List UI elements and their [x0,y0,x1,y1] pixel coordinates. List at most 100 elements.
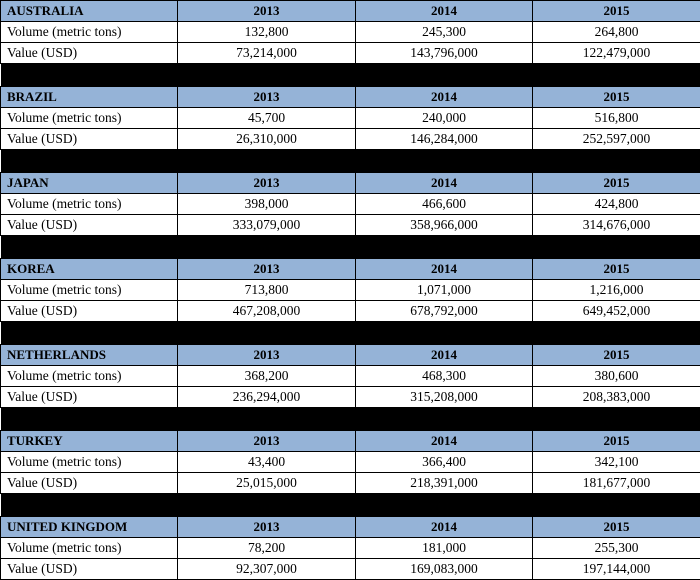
volume-cell: 43,400 [178,452,356,473]
value-cell: 467,208,000 [178,301,356,322]
volume-cell: 713,800 [178,280,356,301]
volume-cell: 424,800 [533,194,700,215]
value-cell: 73,214,000 [178,43,356,64]
year-header: 2013 [178,431,356,452]
year-header: 2014 [356,173,533,194]
country-name: JAPAN [1,173,178,194]
country-name: BRAZIL [1,87,178,108]
section-separator [1,322,700,345]
value-cell: 649,452,000 [533,301,700,322]
separator-band [1,494,700,517]
volume-cell: 380,600 [533,366,700,387]
value-cell: 143,796,000 [356,43,533,64]
value-label: Value (USD) [1,387,178,408]
value-cell: 169,083,000 [356,559,533,580]
value-cell: 26,310,000 [178,129,356,150]
volume-label: Volume (metric tons) [1,538,178,559]
volume-cell: 468,300 [356,366,533,387]
value-cell: 252,597,000 [533,129,700,150]
value-cell: 197,144,000 [533,559,700,580]
section-separator [1,236,700,259]
year-header: 2015 [533,345,700,366]
value-cell: 122,479,000 [533,43,700,64]
year-header: 2013 [178,517,356,538]
year-header: 2015 [533,517,700,538]
separator-band [1,322,700,345]
country-name: KOREA [1,259,178,280]
separator-band [1,150,700,173]
value-label: Value (USD) [1,129,178,150]
value-label: Value (USD) [1,559,178,580]
country-name: TURKEY [1,431,178,452]
volume-cell: 1,071,000 [356,280,533,301]
year-header: 2013 [178,1,356,22]
volume-cell: 181,000 [356,538,533,559]
separator-band [1,408,700,431]
value-cell: 181,677,000 [533,473,700,494]
year-header: 2014 [356,259,533,280]
volume-cell: 516,800 [533,108,700,129]
year-header: 2014 [356,431,533,452]
volume-cell: 255,300 [533,538,700,559]
year-header: 2015 [533,87,700,108]
year-header: 2013 [178,259,356,280]
value-cell: 208,383,000 [533,387,700,408]
volume-label: Volume (metric tons) [1,366,178,387]
value-cell: 92,307,000 [178,559,356,580]
volume-label: Volume (metric tons) [1,452,178,473]
value-label: Value (USD) [1,301,178,322]
value-cell: 315,208,000 [356,387,533,408]
year-header: 2014 [356,345,533,366]
volume-cell: 366,400 [356,452,533,473]
separator-band [1,236,700,259]
section-separator [1,150,700,173]
volume-cell: 264,800 [533,22,700,43]
separator-band [1,64,700,87]
year-header: 2013 [178,87,356,108]
section-separator [1,408,700,431]
volume-label: Volume (metric tons) [1,194,178,215]
value-cell: 25,015,000 [178,473,356,494]
country-name: NETHERLANDS [1,345,178,366]
year-header: 2014 [356,87,533,108]
volume-cell: 1,216,000 [533,280,700,301]
year-header: 2015 [533,431,700,452]
value-cell: 333,079,000 [178,215,356,236]
volume-label: Volume (metric tons) [1,280,178,301]
year-header: 2015 [533,259,700,280]
value-cell: 314,676,000 [533,215,700,236]
year-header: 2015 [533,173,700,194]
volume-cell: 45,700 [178,108,356,129]
year-header: 2014 [356,517,533,538]
volume-cell: 368,200 [178,366,356,387]
year-header: 2015 [533,1,700,22]
year-header: 2013 [178,345,356,366]
value-cell: 358,966,000 [356,215,533,236]
volume-label: Volume (metric tons) [1,108,178,129]
volume-cell: 245,300 [356,22,533,43]
section-separator [1,64,700,87]
country-name: UNITED KINGDOM [1,517,178,538]
section-separator [1,494,700,517]
volume-cell: 78,200 [178,538,356,559]
volume-cell: 132,800 [178,22,356,43]
value-cell: 236,294,000 [178,387,356,408]
value-cell: 218,391,000 [356,473,533,494]
value-label: Value (USD) [1,43,178,64]
